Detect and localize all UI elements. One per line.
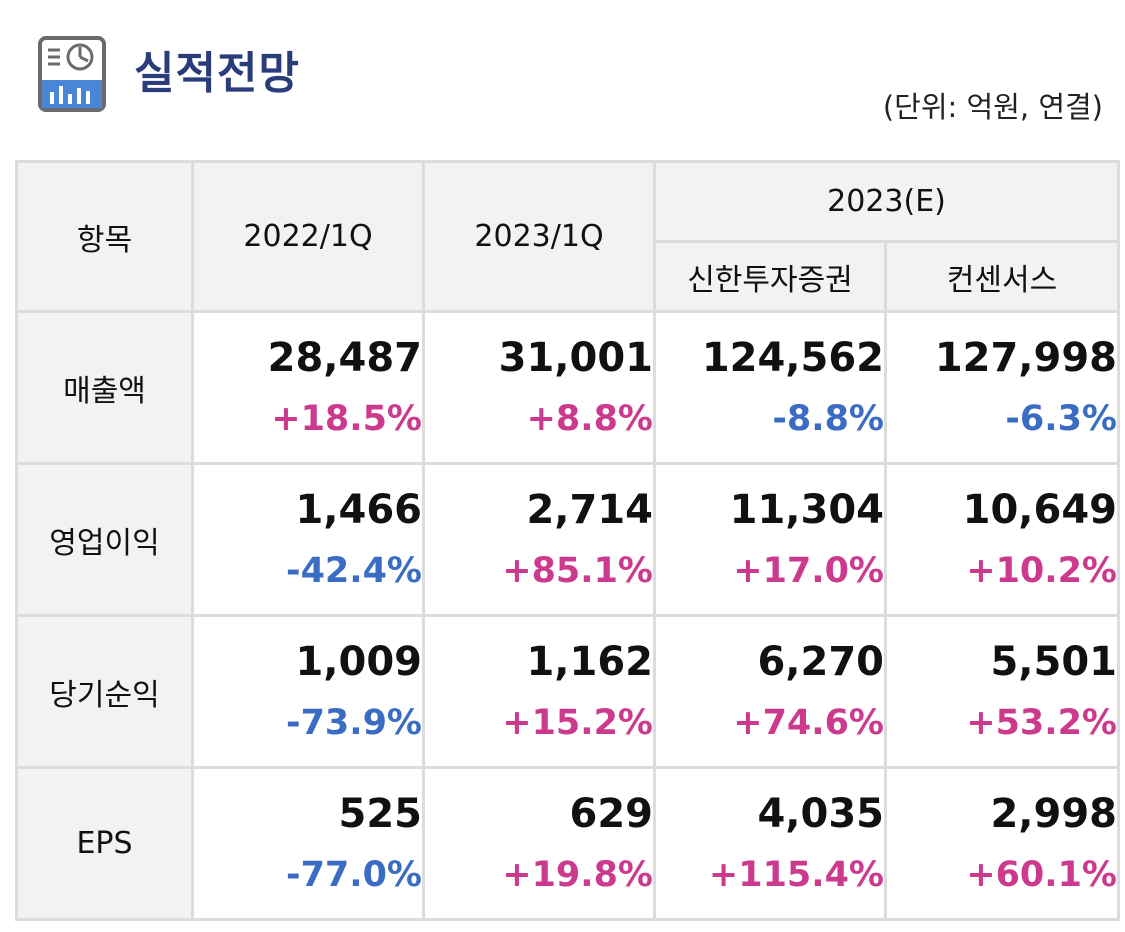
- cell-change: +17.0%: [733, 550, 884, 591]
- cell: 2,714 +85.1%: [422, 462, 656, 617]
- cell-value: 2,714: [526, 486, 653, 533]
- cell-value: 124,562: [701, 334, 884, 381]
- row-label: 매출액: [15, 310, 194, 465]
- cell-value: 1,466: [295, 486, 422, 533]
- cell: 2,998 +60.1%: [884, 766, 1120, 921]
- cell-value: 5,501: [990, 638, 1117, 685]
- cell: 10,649 +10.2%: [884, 462, 1120, 617]
- cell-change: -73.9%: [286, 702, 422, 743]
- cell-change: +19.8%: [502, 854, 653, 895]
- cell-change: -8.8%: [772, 398, 884, 439]
- cell-value: 127,998: [934, 334, 1117, 381]
- cell: 4,035 +115.4%: [653, 766, 887, 921]
- row-label: 당기순익: [15, 614, 194, 769]
- cell: 6,270 +74.6%: [653, 614, 887, 769]
- cell: 1,162 +15.2%: [422, 614, 656, 769]
- cell: 1,009 -73.9%: [191, 614, 425, 769]
- cell: 127,998 -6.3%: [884, 310, 1120, 465]
- header-item: 항목: [15, 160, 194, 313]
- cell-change: +115.4%: [708, 854, 884, 895]
- cell: 525 -77.0%: [191, 766, 425, 921]
- cell-change: +15.2%: [502, 702, 653, 743]
- unit-note: (단위: 억원, 연결): [882, 90, 1103, 124]
- cell: 31,001 +8.8%: [422, 310, 656, 465]
- cell-value: 31,001: [498, 334, 653, 381]
- cell-change: +10.2%: [966, 550, 1117, 591]
- cell-value: 10,649: [962, 486, 1117, 533]
- cell-change: +60.1%: [966, 854, 1117, 895]
- cell: 629 +19.8%: [422, 766, 656, 921]
- cell: 124,562 -8.8%: [653, 310, 887, 465]
- cell-value: 6,270: [757, 638, 884, 685]
- header: 실적전망: [38, 34, 300, 114]
- page-title: 실적전망: [134, 48, 300, 99]
- cell-value: 525: [338, 790, 423, 837]
- header-2023e: 2023(E): [653, 160, 1120, 243]
- header-2023-1q: 2023/1Q: [422, 160, 656, 313]
- header-2022-1q: 2022/1Q: [191, 160, 425, 313]
- header-consensus: 컨센서스: [884, 240, 1120, 313]
- table-row: 매출액 28,487 +18.5% 31,001 +8.8% 124,562 -…: [15, 310, 1120, 465]
- cell-change: +74.6%: [733, 702, 884, 743]
- cell-change: -6.3%: [1005, 398, 1117, 439]
- header-shinhan: 신한투자증권: [653, 240, 887, 313]
- cell-value: 28,487: [267, 334, 422, 381]
- report-chart-icon: [38, 36, 106, 112]
- table-row: 영업이익 1,466 -42.4% 2,714 +85.1% 11,304 +1…: [15, 462, 1120, 617]
- cell: 28,487 +18.5%: [191, 310, 425, 465]
- cell-change: -77.0%: [286, 854, 422, 895]
- cell-change: -42.4%: [286, 550, 422, 591]
- cell-change: +53.2%: [966, 702, 1117, 743]
- cell: 5,501 +53.2%: [884, 614, 1120, 769]
- forecast-table: 항목 2022/1Q 2023/1Q 2023(E) 신한투자증권 컨센서스 매…: [15, 160, 1120, 921]
- row-label: EPS: [15, 766, 194, 921]
- table-row: 당기순익 1,009 -73.9% 1,162 +15.2% 6,270 +74…: [15, 614, 1120, 769]
- cell-change: +18.5%: [271, 398, 422, 439]
- cell-change: +85.1%: [502, 550, 653, 591]
- table-row: EPS 525 -77.0% 629 +19.8% 4,035 +115.4% …: [15, 766, 1120, 921]
- cell-value: 629: [569, 790, 654, 837]
- cell-value: 1,162: [526, 638, 653, 685]
- cell-value: 1,009: [295, 638, 422, 685]
- cell: 1,466 -42.4%: [191, 462, 425, 617]
- cell-value: 2,998: [990, 790, 1117, 837]
- cell: 11,304 +17.0%: [653, 462, 887, 617]
- cell-change: +8.8%: [526, 398, 653, 439]
- cell-value: 11,304: [729, 486, 884, 533]
- row-label: 영업이익: [15, 462, 194, 617]
- cell-value: 4,035: [757, 790, 884, 837]
